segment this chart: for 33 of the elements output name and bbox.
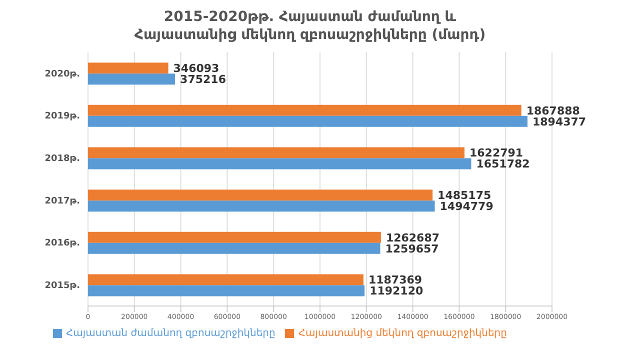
legend-label: Հայաստան ժամանող զբոսաշրջիկները (66, 328, 276, 339)
bar (88, 74, 176, 85)
data-label: 375216 (180, 72, 226, 86)
bar (88, 274, 364, 286)
bar (88, 285, 365, 296)
y-tick-label: 2016թ. (44, 238, 80, 249)
bar (88, 200, 435, 212)
y-tick-label: 2015թ. (44, 281, 80, 292)
y-tick-label: 2018թ. (44, 154, 80, 164)
y-tick-label: 2017թ. (44, 196, 80, 206)
data-label: 1651782 (476, 158, 530, 171)
data-label: 1192120 (370, 284, 424, 298)
chart-title: 2015-2020թթ. Հայաստան ժամանող և Հայաստանից մեկնող զբոսաշրջիկները (մարդ) (133, 8, 487, 44)
bar (88, 232, 381, 243)
bar (88, 242, 380, 254)
bar (88, 104, 522, 116)
bar (88, 62, 168, 74)
bar (88, 190, 433, 201)
data-label: 1187369 (368, 274, 422, 287)
data-label: 346093 (173, 62, 220, 75)
data-label: 1485175 (438, 188, 492, 202)
y-tick-label: 2019թ. (44, 112, 80, 122)
data-label: 1259657 (385, 242, 439, 256)
data-label: 1494779 (440, 200, 494, 213)
y-tick-label: 2020թ. (44, 69, 80, 80)
data-label: 1262687 (386, 231, 440, 244)
data-label: 1894377 (532, 115, 586, 128)
data-label: 1622791 (469, 146, 524, 160)
legend-label: Հայաստանից մեկնող զբոսաշրջիկները (298, 328, 507, 339)
bar (88, 116, 528, 127)
bar (88, 147, 464, 158)
data-label: 1867888 (526, 104, 580, 118)
bar (88, 158, 472, 170)
